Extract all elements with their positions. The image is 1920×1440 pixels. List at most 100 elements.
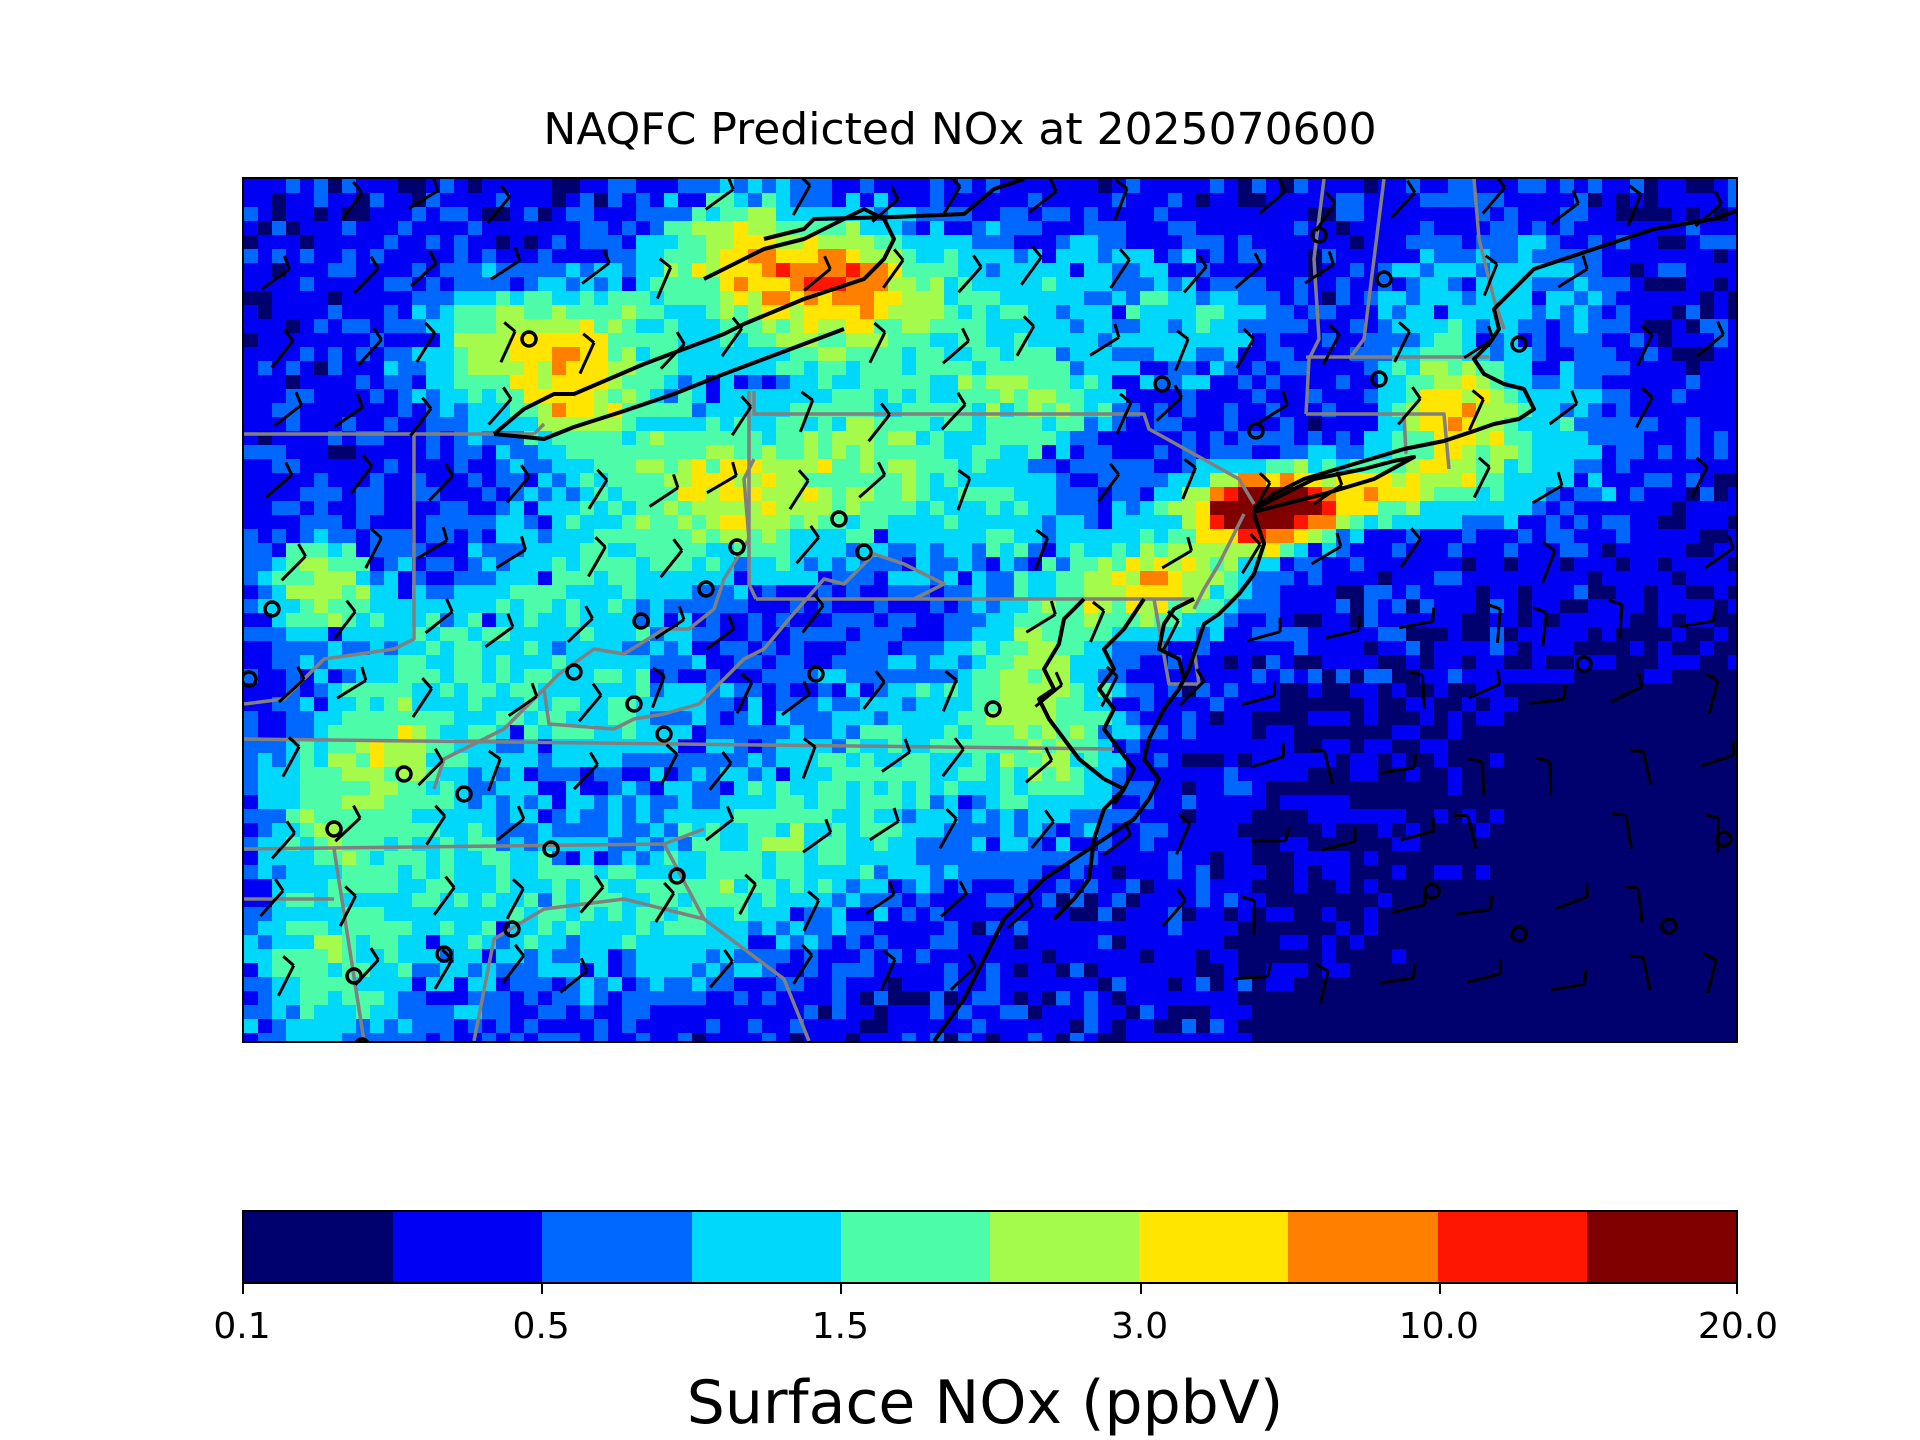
wind-barb <box>280 543 307 582</box>
wind-barb <box>579 874 605 914</box>
calm-wind-circle <box>520 330 538 348</box>
wind-barb <box>1024 746 1054 784</box>
chesapeake-east <box>1097 597 1146 806</box>
calm-wind-circle <box>542 840 560 858</box>
colorbar-tick <box>1736 1284 1738 1294</box>
wind-barb <box>1241 681 1277 707</box>
calm-wind-circle <box>565 663 583 681</box>
calm-wind-circle <box>1247 422 1265 440</box>
wind-barb <box>495 535 527 569</box>
calm-wind-circle <box>984 700 1002 718</box>
wind-barb <box>801 593 825 634</box>
calm-wind-circle <box>855 543 873 561</box>
va-nc-border <box>244 737 1115 751</box>
wind-barb <box>353 255 380 295</box>
calm-wind-circle <box>1575 655 1593 673</box>
wind-barb <box>1550 189 1580 226</box>
wind-barb <box>879 949 897 992</box>
delmarva-coast <box>1147 638 1201 740</box>
wind-barb <box>1250 742 1286 769</box>
wind-barb <box>1636 324 1654 367</box>
wind-barb <box>1240 895 1257 935</box>
wind-barb <box>1555 882 1590 911</box>
calm-wind-circle <box>1510 925 1528 943</box>
colorbar-tick-label: 0.1 <box>213 1306 271 1347</box>
wind-barb <box>273 391 303 427</box>
wind-barb <box>333 393 364 428</box>
wind-barb <box>496 805 526 842</box>
calm-wind-circle <box>697 580 715 598</box>
calm-wind-circle <box>354 1037 370 1041</box>
colorbar-tick-label: 1.5 <box>811 1306 870 1347</box>
calm-wind-circle <box>655 725 673 743</box>
colorbar-tick-label: 0.5 <box>512 1306 570 1347</box>
wind-barb <box>1241 533 1262 575</box>
wind-barb <box>862 670 886 710</box>
calm-wind-circle <box>1153 375 1171 393</box>
ny-vt-border <box>1304 179 1326 415</box>
wind-barb <box>660 743 679 786</box>
wind-barb <box>486 184 511 225</box>
wind-barb <box>281 736 301 778</box>
wind-barb <box>487 749 502 792</box>
wind-barb <box>709 949 734 989</box>
wind-barb <box>1453 813 1478 849</box>
wind-barb <box>484 613 515 649</box>
wind-barb <box>655 257 673 300</box>
colorbar-tick-label: 10.0 <box>1398 1306 1479 1347</box>
wind-barb <box>1690 456 1709 499</box>
wind-barb <box>704 179 735 211</box>
wind-barb <box>277 666 306 704</box>
wind-barb <box>261 255 291 291</box>
wind-barb <box>651 666 666 709</box>
wind-barb <box>1531 471 1564 505</box>
wind-barb <box>1701 740 1736 768</box>
wind-barb <box>1379 963 1417 985</box>
wind-barb <box>1610 672 1644 704</box>
sc-ga-border <box>472 897 705 1041</box>
wind-barb <box>1100 665 1119 708</box>
wind-barb <box>881 738 912 773</box>
wind-barb <box>577 682 603 723</box>
wind-barb <box>1312 471 1344 506</box>
wind-barb <box>708 751 733 791</box>
wind-barb <box>1182 254 1208 294</box>
wind-barb <box>1481 179 1506 215</box>
wind-barb <box>1315 962 1330 1005</box>
wind-barb <box>705 805 735 842</box>
calm-wind-circle <box>728 538 746 556</box>
colorbar-segment <box>1437 1212 1587 1282</box>
wind-barb <box>706 461 738 495</box>
wind-barb <box>1694 190 1723 228</box>
wind-barb <box>871 186 900 223</box>
wind-barb <box>867 402 891 443</box>
wind-barb <box>1246 617 1282 643</box>
colorbar-tick <box>242 1284 244 1294</box>
wind-barb <box>1393 321 1411 363</box>
wind-barb <box>1175 813 1192 855</box>
wind-barb <box>587 468 609 510</box>
nh-me-border <box>1472 179 1506 330</box>
wind-barb <box>1233 962 1273 981</box>
wind-barb <box>1174 329 1190 372</box>
lake-ontario-coast <box>703 207 896 326</box>
calm-wind-circle <box>503 920 521 938</box>
wind-barb <box>1629 749 1653 785</box>
wind-barb <box>795 525 820 565</box>
wind-barb <box>865 880 896 915</box>
wind-barb <box>1399 527 1422 568</box>
wind-barb <box>1322 323 1341 366</box>
delaware-bay <box>1157 597 1195 680</box>
chesapeake-west <box>1037 597 1106 781</box>
colorbar-tick <box>840 1284 843 1294</box>
wind-barb <box>1304 250 1335 285</box>
wind-barb <box>941 670 958 712</box>
wind-barb <box>277 955 295 997</box>
calm-wind-circle <box>244 670 258 688</box>
wind-barb <box>1467 389 1485 431</box>
wind-barb <box>1482 254 1499 297</box>
wind-barb <box>572 751 599 791</box>
colorbar-segment <box>1139 1212 1289 1282</box>
wind-barb <box>424 598 454 635</box>
